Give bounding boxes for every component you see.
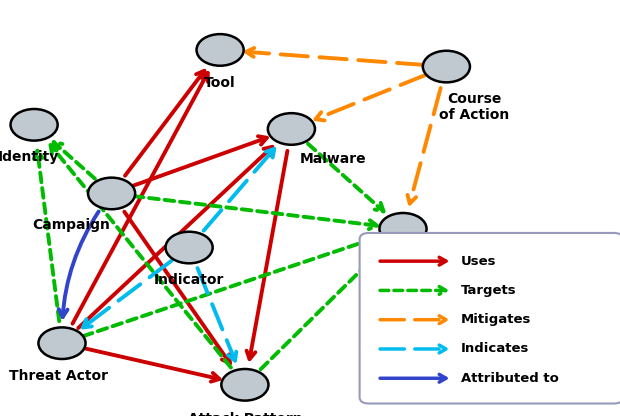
FancyArrowPatch shape xyxy=(134,196,377,229)
Text: Indicator: Indicator xyxy=(154,273,224,287)
Circle shape xyxy=(166,232,213,263)
Text: Vulnerability: Vulnerability xyxy=(412,249,512,263)
Text: Threat Actor: Threat Actor xyxy=(9,369,108,383)
FancyArrowPatch shape xyxy=(246,48,424,65)
FancyArrowPatch shape xyxy=(54,142,95,179)
FancyArrowPatch shape xyxy=(316,75,426,120)
Text: Attack Pattern: Attack Pattern xyxy=(188,412,302,416)
FancyArrowPatch shape xyxy=(380,287,446,294)
Text: Malware: Malware xyxy=(300,152,367,166)
FancyArrowPatch shape xyxy=(124,212,230,363)
FancyArrowPatch shape xyxy=(308,144,384,211)
Circle shape xyxy=(379,213,427,245)
Text: Uses: Uses xyxy=(461,255,496,267)
FancyArrowPatch shape xyxy=(51,145,231,368)
FancyArrowPatch shape xyxy=(73,73,208,324)
FancyArrowPatch shape xyxy=(34,151,59,321)
FancyArrowPatch shape xyxy=(84,348,219,381)
Text: Attributed to: Attributed to xyxy=(461,372,559,385)
FancyArrowPatch shape xyxy=(125,71,205,176)
Text: Course
of Action: Course of Action xyxy=(439,92,510,122)
Text: Indicates: Indicates xyxy=(461,342,529,356)
FancyArrowPatch shape xyxy=(407,88,441,203)
Text: Tool: Tool xyxy=(204,76,236,90)
FancyArrowPatch shape xyxy=(197,268,236,361)
FancyArrowPatch shape xyxy=(133,136,267,186)
Circle shape xyxy=(197,34,244,66)
Circle shape xyxy=(221,369,268,401)
FancyArrowPatch shape xyxy=(59,211,99,317)
FancyBboxPatch shape xyxy=(360,233,620,404)
FancyArrowPatch shape xyxy=(380,316,446,324)
Text: Campaign: Campaign xyxy=(32,218,110,232)
Circle shape xyxy=(38,327,86,359)
FancyArrowPatch shape xyxy=(380,257,446,265)
FancyArrowPatch shape xyxy=(261,247,384,369)
FancyArrowPatch shape xyxy=(380,345,446,353)
FancyArrowPatch shape xyxy=(83,261,171,327)
FancyArrowPatch shape xyxy=(83,235,378,336)
FancyArrowPatch shape xyxy=(203,149,274,231)
Circle shape xyxy=(88,178,135,209)
FancyArrowPatch shape xyxy=(247,151,288,359)
FancyArrowPatch shape xyxy=(78,147,272,328)
Text: Targets: Targets xyxy=(461,284,516,297)
Circle shape xyxy=(423,51,470,82)
Text: Identity: Identity xyxy=(0,150,58,164)
Text: Mitigates: Mitigates xyxy=(461,313,531,326)
Circle shape xyxy=(11,109,58,141)
Circle shape xyxy=(268,113,315,145)
FancyArrowPatch shape xyxy=(380,374,446,382)
